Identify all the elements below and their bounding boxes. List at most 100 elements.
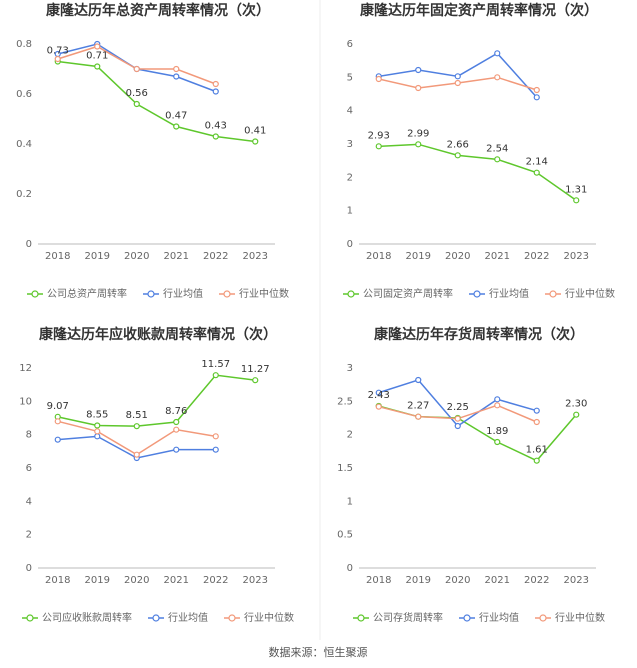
point — [533, 94, 540, 101]
point — [252, 377, 259, 384]
point — [375, 403, 382, 410]
y-tick-label: 4 — [347, 106, 353, 117]
x-tick-label: 2019 — [406, 251, 431, 262]
data-label: 1.61 — [526, 445, 548, 456]
legend-marker — [463, 614, 471, 622]
data-label: 9.07 — [47, 401, 69, 412]
point — [494, 50, 501, 57]
x-tick-label: 2023 — [243, 575, 268, 586]
point — [212, 88, 219, 95]
data-label: 2.99 — [407, 128, 429, 139]
x-tick-label: 2020 — [124, 251, 149, 262]
point — [494, 402, 501, 409]
point — [212, 80, 219, 88]
x-tick-label: 2018 — [45, 251, 70, 262]
x-tick-label: 2018 — [45, 575, 70, 586]
point — [252, 138, 259, 145]
point — [454, 422, 461, 430]
legend-label: 行业均值 — [479, 611, 519, 624]
y-tick-label: 1 — [347, 496, 353, 507]
point — [173, 123, 180, 130]
series-line — [57, 60, 256, 143]
legend-marker — [26, 614, 34, 622]
y-tick-label: 8 — [26, 430, 32, 441]
y-tick-label: 0 — [347, 239, 353, 250]
point — [533, 169, 540, 176]
data-label: 8.55 — [86, 410, 108, 421]
y-tick-label: 0.2 — [16, 189, 32, 200]
legend-marker — [347, 290, 355, 298]
y-tick-label: 5 — [347, 72, 353, 83]
x-tick-label: 2022 — [203, 251, 228, 262]
x-tick-label: 2023 — [243, 251, 268, 262]
data-label: 2.25 — [447, 402, 469, 413]
point — [94, 63, 101, 70]
x-tick-label: 2018 — [366, 251, 391, 262]
point — [212, 133, 219, 140]
point — [573, 197, 580, 204]
x-tick-label: 2019 — [406, 575, 431, 586]
point — [454, 415, 461, 422]
y-tick-label: 6 — [26, 463, 32, 474]
point — [173, 426, 180, 433]
y-tick-label: 3 — [347, 139, 353, 150]
chart-title: 康隆达历年固定资产周转率情况（次） — [360, 2, 598, 19]
x-tick-label: 2021 — [164, 575, 189, 586]
point — [133, 100, 140, 108]
data-label: 0.41 — [244, 126, 266, 137]
data-label: 2.93 — [368, 130, 390, 141]
point — [173, 446, 180, 453]
x-tick-label: 2019 — [85, 575, 110, 586]
point — [494, 438, 501, 446]
data-label: 11.57 — [201, 359, 230, 370]
legend-label: 行业中位数 — [555, 611, 605, 624]
y-tick-label: 1.5 — [337, 463, 353, 474]
y-tick-label: 0 — [26, 239, 32, 250]
point — [494, 396, 501, 403]
point — [173, 418, 180, 426]
point — [54, 436, 61, 443]
point — [133, 451, 140, 458]
point — [375, 75, 382, 83]
legend-label: 行业中位数 — [244, 611, 294, 624]
data-label: 2.66 — [447, 139, 469, 150]
point — [94, 43, 101, 50]
y-tick-label: 4 — [26, 496, 32, 507]
data-label: 1.31 — [565, 184, 587, 195]
point — [415, 376, 422, 384]
chart-title: 康隆达历年应收账款周转率情况（次） — [39, 326, 277, 343]
legend-marker — [152, 614, 160, 622]
series-line — [378, 143, 577, 201]
x-tick-label: 2021 — [485, 251, 510, 262]
data-label: 8.51 — [126, 410, 148, 421]
y-tick-label: 2 — [347, 430, 353, 441]
data-label: 0.43 — [205, 121, 227, 132]
series-line — [57, 374, 256, 427]
x-tick-label: 2023 — [564, 575, 589, 586]
legend-label: 行业均值 — [163, 287, 203, 300]
point — [94, 428, 101, 435]
point — [133, 65, 140, 73]
point — [415, 66, 422, 74]
legend-label: 公司固定资产周转率 — [363, 287, 453, 300]
legend-label: 公司总资产周转率 — [47, 287, 127, 300]
chart-title: 康隆达历年总资产周转率情况（次） — [46, 2, 270, 19]
y-tick-label: 0.5 — [337, 530, 353, 541]
x-tick-label: 2018 — [366, 575, 391, 586]
point — [533, 86, 540, 94]
point — [454, 79, 461, 87]
legend-label: 行业均值 — [168, 611, 208, 624]
y-tick-label: 1 — [347, 206, 353, 217]
data-label: 11.27 — [241, 364, 270, 375]
legend-label: 行业中位数 — [239, 287, 289, 300]
legend-marker — [549, 290, 557, 298]
point — [133, 423, 140, 430]
data-label: 0.71 — [86, 51, 108, 62]
data-label: 0.73 — [47, 46, 69, 57]
legend-marker — [223, 290, 231, 298]
x-tick-label: 2020 — [124, 575, 149, 586]
y-tick-label: 0 — [347, 563, 353, 574]
point — [375, 143, 382, 150]
point — [573, 411, 580, 418]
